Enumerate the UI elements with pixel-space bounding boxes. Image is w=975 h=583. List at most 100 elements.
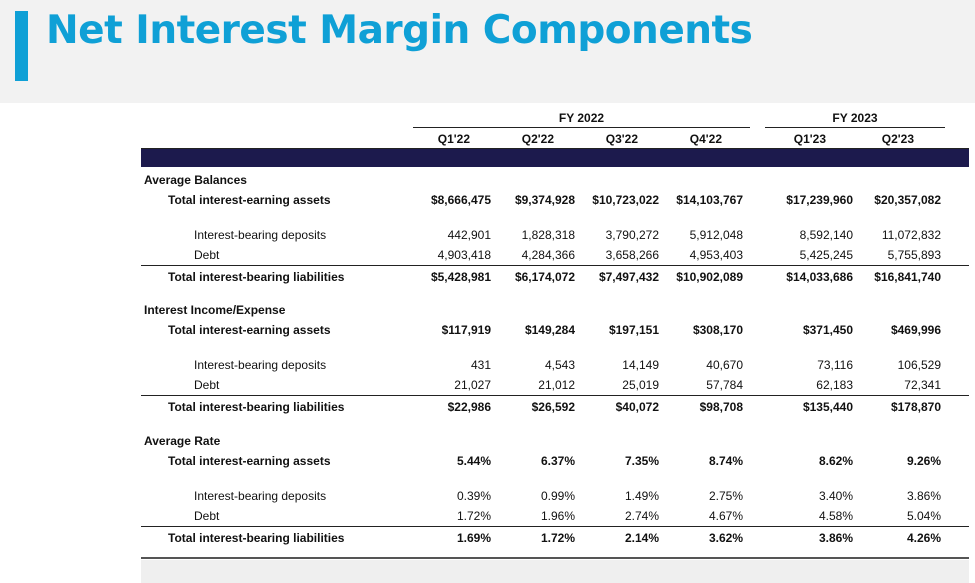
value-cell: $149,284 bbox=[524, 323, 575, 337]
value-cell: 4,903,418 bbox=[437, 248, 491, 262]
value-cell: 40,670 bbox=[706, 358, 743, 372]
value-cell: 442,901 bbox=[447, 228, 491, 242]
fy-2022-header: FY 2022 bbox=[558, 111, 605, 125]
value-cell: 4,953,403 bbox=[689, 248, 743, 262]
accent-bar bbox=[15, 11, 28, 81]
value-cell: $7,497,432 bbox=[598, 270, 659, 284]
assets-row: Total interest-earning assets $117,919 $14… bbox=[0, 320, 975, 340]
value-cell: $117,919 bbox=[441, 323, 491, 337]
quarter-header: Q2'22 bbox=[521, 132, 554, 146]
section-heading: Interest Income/Expense bbox=[0, 300, 975, 320]
row-label: Total interest-earning assets bbox=[168, 323, 331, 337]
value-cell: 8.74% bbox=[708, 454, 743, 468]
value-cell: 3,790,272 bbox=[605, 228, 659, 242]
quarter-header: Q1'22 bbox=[437, 132, 470, 146]
value-cell: 1.96% bbox=[540, 509, 575, 523]
value-cell: 6.37% bbox=[540, 454, 575, 468]
value-cell: 11,072,832 bbox=[881, 228, 941, 242]
value-cell: 5.44% bbox=[456, 454, 491, 468]
value-cell: 4.58% bbox=[818, 509, 853, 523]
header-rule bbox=[141, 148, 969, 149]
row-label: Total interest-earning assets bbox=[168, 454, 331, 468]
value-cell: 7.35% bbox=[624, 454, 659, 468]
value-cell: 3.62% bbox=[708, 531, 743, 545]
deposits-row: Interest-bearing deposits 431 4,543 14,149 4… bbox=[0, 355, 975, 375]
liabilities-row: Total interest-bearing liabilities $22,98… bbox=[0, 397, 975, 417]
header-band bbox=[141, 149, 969, 167]
value-cell: 62,183 bbox=[816, 378, 853, 392]
assets-row: Total interest-earning assets 5.44% 6.37% 7… bbox=[0, 451, 975, 471]
value-cell: 1.69% bbox=[456, 531, 491, 545]
deposits-row: Interest-bearing deposits 442,901 1,828,31… bbox=[0, 225, 975, 245]
value-cell: 0.39% bbox=[456, 489, 491, 503]
value-cell: 25,019 bbox=[622, 378, 659, 392]
value-cell: 2.14% bbox=[624, 531, 659, 545]
value-cell: 5,755,893 bbox=[887, 248, 941, 262]
value-cell: 8.62% bbox=[818, 454, 853, 468]
value-cell: 106,529 bbox=[897, 358, 941, 372]
value-cell: $6,174,072 bbox=[514, 270, 575, 284]
value-cell: 57,784 bbox=[706, 378, 743, 392]
value-cell: $14,103,767 bbox=[676, 193, 743, 207]
value-cell: $135,440 bbox=[802, 400, 853, 414]
value-cell: 21,027 bbox=[454, 378, 491, 392]
nim-row-background bbox=[141, 560, 969, 583]
section-heading: Average Rate bbox=[0, 431, 975, 451]
value-cell: 14,149 bbox=[622, 358, 659, 372]
quarter-header: Q1'23 bbox=[793, 132, 826, 146]
row-label: Average Balances bbox=[144, 173, 247, 187]
row-label: Debt bbox=[194, 248, 220, 262]
value-cell: $14,033,686 bbox=[786, 270, 853, 284]
slide-header: Net Interest Margin Components bbox=[0, 0, 975, 103]
value-cell: 2.75% bbox=[708, 489, 743, 503]
value-cell: 4,543 bbox=[544, 358, 575, 372]
value-cell: $308,170 bbox=[692, 323, 743, 337]
value-cell: 3,658,266 bbox=[605, 248, 659, 262]
row-label: Debt bbox=[194, 378, 220, 392]
fy-2023-header: FY 2023 bbox=[832, 111, 878, 125]
value-cell: $178,870 bbox=[890, 400, 941, 414]
value-cell: $10,902,089 bbox=[676, 270, 743, 284]
value-cell: $26,592 bbox=[531, 400, 575, 414]
value-cell: 4.26% bbox=[906, 531, 941, 545]
assets-row: Total interest-earning assets $8,666,475 $… bbox=[0, 190, 975, 210]
row-label: Total interest-bearing liabilities bbox=[168, 270, 345, 284]
row-divider bbox=[141, 526, 969, 527]
row-label: Interest-bearing deposits bbox=[194, 358, 327, 372]
debt-row: Debt 4,903,418 4,284,366 3,658,266 4,953,403… bbox=[0, 245, 975, 265]
row-label: Interest-bearing deposits bbox=[194, 228, 327, 242]
row-label: Total interest-bearing liabilities bbox=[168, 531, 345, 545]
deposits-row: Interest-bearing deposits 0.39% 0.99% 1.49%… bbox=[0, 486, 975, 506]
fy-2022-underline bbox=[413, 127, 750, 128]
quarter-header: Q4'22 bbox=[689, 132, 722, 146]
value-cell: 9.26% bbox=[906, 454, 941, 468]
value-cell: 5.04% bbox=[906, 509, 941, 523]
row-divider bbox=[141, 265, 969, 266]
value-cell: 431 bbox=[470, 358, 491, 372]
value-cell: $8,666,475 bbox=[430, 193, 491, 207]
value-cell: $9,374,928 bbox=[514, 193, 575, 207]
value-cell: $17,239,960 bbox=[786, 193, 853, 207]
quarter-header: Q3'22 bbox=[605, 132, 638, 146]
value-cell: $371,450 bbox=[802, 323, 853, 337]
row-divider bbox=[141, 557, 969, 559]
quarter-header: Q2'23 bbox=[881, 132, 914, 146]
value-cell: $16,841,740 bbox=[874, 270, 941, 284]
value-cell: 4.67% bbox=[708, 509, 743, 523]
value-cell: 3.86% bbox=[906, 489, 941, 503]
value-cell: 0.99% bbox=[540, 489, 575, 503]
value-cell: 1.72% bbox=[540, 531, 575, 545]
value-cell: 8,592,140 bbox=[799, 228, 853, 242]
value-cell: 2.74% bbox=[624, 509, 659, 523]
row-label: Interest Income/Expense bbox=[144, 303, 286, 317]
fy-2023-underline bbox=[765, 127, 945, 128]
value-cell: 1,828,318 bbox=[521, 228, 575, 242]
value-cell: 1.49% bbox=[624, 489, 659, 503]
page-title: Net Interest Margin Components bbox=[46, 8, 753, 53]
row-label: Average Rate bbox=[144, 434, 221, 448]
value-cell: $98,708 bbox=[699, 400, 743, 414]
row-label: Debt bbox=[194, 509, 220, 523]
value-cell: 5,912,048 bbox=[689, 228, 743, 242]
value-cell: 1.72% bbox=[456, 509, 491, 523]
value-cell: $5,428,981 bbox=[430, 270, 491, 284]
